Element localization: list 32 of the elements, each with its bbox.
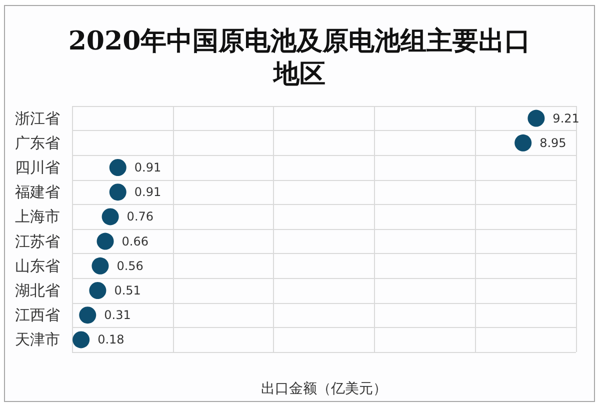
data-label: 0.51 <box>114 284 141 298</box>
point <box>102 208 119 226</box>
y-tick-label: 湖北省 <box>15 282 60 300</box>
y-tick-label: 广东省 <box>15 134 60 152</box>
point <box>109 184 126 201</box>
y-tick-label: 上海市 <box>15 208 60 226</box>
point <box>89 282 106 299</box>
data-label: 0.91 <box>134 185 162 200</box>
y-tick-label: 福建省 <box>15 183 60 202</box>
chart-title: 2020年中国原电池及原电池组主要出口地区 <box>68 26 531 90</box>
point <box>92 257 109 274</box>
point <box>528 110 545 127</box>
x-axis-title: 出口金额（亿美元） <box>261 381 387 397</box>
point <box>72 331 90 348</box>
point <box>109 159 126 176</box>
data-label: 0.76 <box>126 210 154 224</box>
point <box>96 232 114 250</box>
data-label: 0.66 <box>122 234 148 248</box>
y-tick-label: 江西省 <box>15 306 60 324</box>
data-label: 0.91 <box>134 160 162 174</box>
data-label: 0.56 <box>116 258 144 273</box>
y-tick-label: 浙江省 <box>15 109 60 128</box>
y-tick-label: 山东省 <box>15 256 60 275</box>
data-label: 0.31 <box>104 308 131 322</box>
y-tick-label: 天津市 <box>15 330 60 349</box>
data-label: 0.18 <box>98 332 124 347</box>
y-tick-label: 四川省 <box>15 158 60 176</box>
point <box>514 134 532 152</box>
data-label: 9.21 <box>552 111 580 126</box>
point <box>79 306 96 324</box>
data-label: 8.95 <box>540 136 566 150</box>
y-tick-label: 江苏省 <box>15 232 60 250</box>
